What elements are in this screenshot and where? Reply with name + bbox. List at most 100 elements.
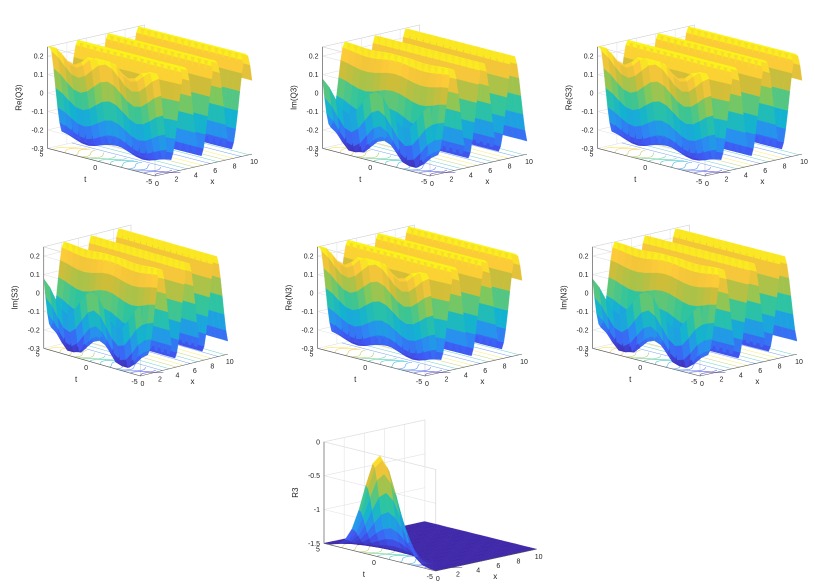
t-tick-label: -5 <box>131 379 137 386</box>
t-tick-label: -5 <box>421 179 427 186</box>
z-tick-label: 0 <box>40 90 44 97</box>
z-axis-label: Re(N3) <box>285 284 294 310</box>
contour-line <box>53 146 81 151</box>
z-tick-label: 0.1 <box>304 272 314 279</box>
surface <box>317 226 523 361</box>
contour-line <box>127 162 142 170</box>
x-axis-line <box>154 153 253 177</box>
x-tick-label: 8 <box>233 164 237 171</box>
z-tick-label: 0 <box>590 90 594 97</box>
x-tick-label: 8 <box>778 364 782 371</box>
z-tick-label: 0.2 <box>579 254 589 261</box>
z-axis-label: Im(S3) <box>11 285 20 309</box>
x-tick-label: 4 <box>469 172 473 179</box>
z-tick-label: -0.1 <box>28 309 40 316</box>
z-tick-label: -0.3 <box>581 146 593 153</box>
x-axis-label: x <box>755 377 759 386</box>
t-tick-label: -5 <box>416 379 422 386</box>
t-tick-label: 0 <box>368 165 372 172</box>
z-tick-label: -0.3 <box>31 146 43 153</box>
contour-line <box>74 148 91 156</box>
x-tick-label: 10 <box>795 359 803 366</box>
contour-line <box>98 158 127 162</box>
surface <box>43 228 228 368</box>
x-tick-label: 10 <box>520 359 528 366</box>
x-tick-label: 6 <box>763 168 767 175</box>
contour-line <box>143 169 173 174</box>
z-tick-label: 0.2 <box>304 254 314 261</box>
t-tick-label: 0 <box>363 365 367 372</box>
z-tick-label: -0.3 <box>576 346 588 353</box>
t-tick-label: -5 <box>691 379 697 386</box>
t-tick-label: -5 <box>696 179 702 186</box>
x-tick-label: 0 <box>705 181 709 188</box>
z-tick-label: -0.3 <box>28 346 40 353</box>
x-tick-label: 6 <box>483 368 487 375</box>
x-tick-label: 0 <box>430 181 434 188</box>
x-tick-label: 10 <box>800 159 808 166</box>
contour-line <box>135 167 161 172</box>
contour-line <box>84 152 105 159</box>
x-axis-label: x <box>191 377 195 386</box>
z-tick-label: -0.2 <box>581 127 593 134</box>
z-tick-label: -0.1 <box>581 109 593 116</box>
z-tick-label: -0.2 <box>576 327 588 334</box>
z-axis-label: Re(S3) <box>565 85 574 111</box>
contour-line <box>406 164 425 171</box>
z-tick-label: -0.3 <box>301 346 313 353</box>
contour-line <box>64 147 87 154</box>
t-tick-label: 5 <box>40 151 44 158</box>
z-tick-label: 0.2 <box>34 54 44 61</box>
x-tick-label: 2 <box>444 377 448 384</box>
z-tick-label: 0.1 <box>309 72 319 79</box>
z-tick-label: -0.3 <box>306 146 318 153</box>
contour-line <box>154 171 181 177</box>
contour-line <box>131 164 150 171</box>
contour-line <box>429 171 456 177</box>
surface <box>592 228 798 368</box>
t-tick-label: 0 <box>638 365 642 372</box>
x-axis-label: x <box>210 177 214 186</box>
x-tick-label: 10 <box>525 159 533 166</box>
z-tick-label: -0.1 <box>306 109 318 116</box>
x-axis-label: x <box>760 177 764 186</box>
surface <box>47 26 253 161</box>
contour-line <box>120 160 138 168</box>
x-tick-label: 0 <box>700 381 704 388</box>
z-tick-label: 0.1 <box>34 72 44 79</box>
x-tick-label: 4 <box>739 372 743 379</box>
x-axis-label: x <box>480 377 484 386</box>
z-axis-label: Im(N3) <box>560 285 569 310</box>
z-tick-label: 0 <box>36 290 40 297</box>
surface-patch <box>243 63 253 81</box>
t-axis-label: t <box>354 375 357 384</box>
x-tick-label: 2 <box>158 377 162 384</box>
x-tick-label: 2 <box>719 377 723 384</box>
z-tick-label: -0.2 <box>306 127 318 134</box>
x-tick-label: 10 <box>250 159 258 166</box>
t-tick-label: 0 <box>84 365 88 372</box>
z-tick-label: -0.1 <box>576 309 588 316</box>
contour-line <box>79 140 188 170</box>
t-axis-label: t <box>634 175 637 184</box>
surface <box>597 26 803 161</box>
x-tick-label: 2 <box>174 177 178 184</box>
z-tick-label: 0 <box>310 290 314 297</box>
x-axis-line <box>140 353 228 377</box>
x-axis-label: x <box>485 177 489 186</box>
t-axis-label: t <box>359 175 362 184</box>
contour-line <box>355 150 371 158</box>
x-axis-line <box>429 153 528 177</box>
x-axis-line <box>699 353 798 377</box>
x-tick-label: 6 <box>488 168 492 175</box>
x-tick-label: 4 <box>744 172 748 179</box>
t-axis-label: t <box>629 375 632 384</box>
